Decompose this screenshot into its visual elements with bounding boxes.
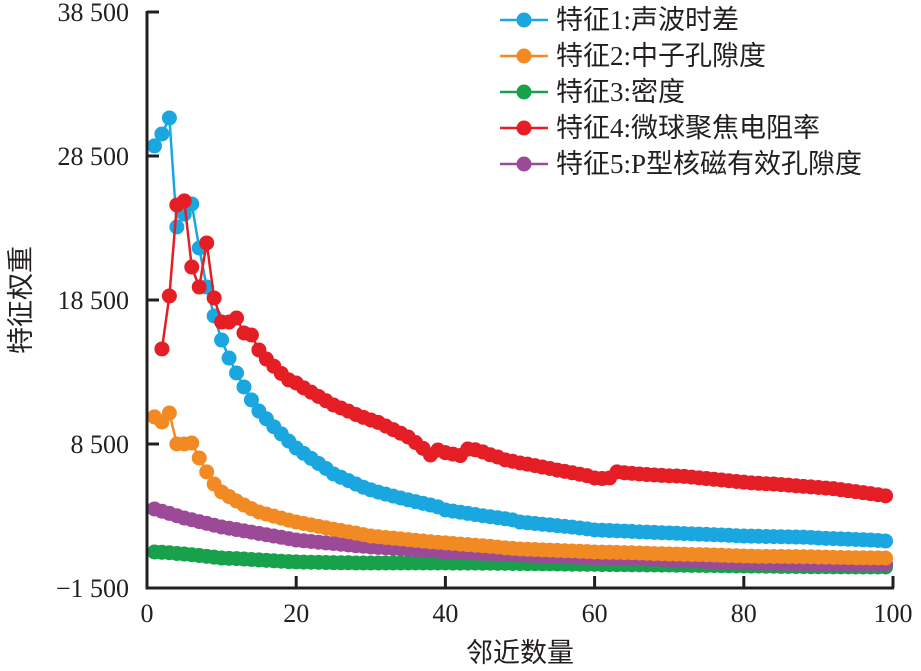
y-axis-title: 特征权重 [6,246,36,354]
x-tick-label: 100 [874,599,913,628]
legend-item: 特征4:微球聚焦电阻率 [500,113,820,143]
y-tick-label: −1 500 [56,574,129,603]
data-point [161,110,177,126]
legend-marker [516,120,532,136]
legend-marker [516,156,532,172]
x-axis-title: 邻近数量 [466,638,574,668]
x-ticks: 0 20 40 60 80 100 [141,576,913,628]
data-point [191,279,207,295]
data-point [184,435,200,451]
y-ticks: −1 500 8 500 18 500 28 500 38 500 [56,0,159,603]
data-point [169,219,185,235]
y-tick-label: 38 500 [58,0,130,27]
data-point [878,488,894,504]
x-tick-label: 60 [582,599,608,628]
data-point [221,350,237,366]
data-point [184,259,200,275]
legend: 特征1:声波时差特征2:中子孔隙度特征3:密度特征4:微球聚焦电阻率特征5:P型… [500,5,862,179]
series-1 [146,110,894,549]
legend-marker [516,12,532,28]
legend-label: 特征2:中子孔隙度 [556,41,766,71]
data-point [206,290,222,306]
series-2 [146,405,894,566]
data-point [243,327,259,343]
legend-marker [516,48,532,64]
data-point [199,235,215,251]
series-line [160,198,886,498]
data-point [243,392,259,408]
series-layer [146,110,894,575]
data-point [154,126,170,142]
x-tick-label: 40 [432,599,458,628]
data-point [229,310,245,326]
legend-marker [516,84,532,100]
data-point [176,193,192,209]
legend-item: 特征5:P型核磁有效孔隙度 [500,149,862,179]
data-point [878,533,894,549]
data-point [229,365,245,381]
data-point [214,332,230,348]
data-point [236,379,252,395]
legend-label: 特征5:P型核磁有效孔隙度 [556,149,862,179]
data-point [146,138,162,154]
y-tick-label: 8 500 [71,430,130,459]
data-point [199,464,215,480]
data-point [191,450,207,466]
x-tick-label: 80 [731,599,757,628]
legend-item: 特征3:密度 [500,77,685,107]
y-tick-label: 28 500 [58,142,130,171]
x-tick-label: 0 [141,599,154,628]
data-point [161,405,177,421]
data-point [154,341,170,357]
legend-label: 特征3:密度 [556,77,685,107]
legend-label: 特征4:微球聚焦电阻率 [556,113,820,143]
y-tick-label: 18 500 [58,286,130,315]
series-4 [154,193,894,504]
x-tick-label: 20 [283,599,309,628]
legend-item: 特征2:中子孔隙度 [500,41,766,71]
legend-item: 特征1:声波时差 [500,5,739,35]
data-point [161,288,177,304]
data-point [878,550,894,566]
legend-label: 特征1:声波时差 [556,5,739,35]
axes: −1 500 8 500 18 500 28 500 38 500 0 20 40 60 80 1… [56,0,913,628]
